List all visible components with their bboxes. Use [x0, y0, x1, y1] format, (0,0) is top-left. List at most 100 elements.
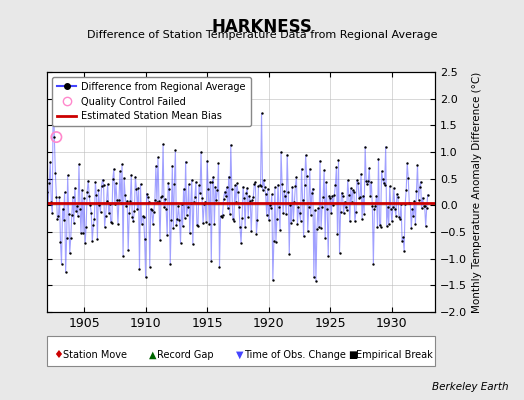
- Point: [296, 210, 304, 216]
- Point: [83, 189, 91, 195]
- Point: [164, 180, 172, 186]
- Point: [255, 182, 264, 188]
- Point: [194, 223, 202, 229]
- Point: [187, 200, 195, 206]
- Point: [76, 205, 84, 212]
- Point: [292, 174, 301, 180]
- Point: [211, 184, 220, 190]
- Point: [280, 188, 288, 195]
- Point: [225, 173, 233, 180]
- Point: [60, 189, 69, 196]
- Point: [248, 197, 257, 203]
- Point: [113, 197, 121, 203]
- Point: [402, 187, 410, 193]
- Point: [395, 214, 403, 220]
- Point: [108, 176, 117, 182]
- Point: [379, 180, 388, 186]
- Point: [261, 191, 270, 198]
- Point: [121, 192, 129, 198]
- Point: [272, 239, 280, 245]
- Text: ▼: ▼: [236, 350, 243, 360]
- Point: [337, 190, 346, 196]
- Point: [215, 264, 224, 270]
- Point: [90, 215, 99, 222]
- Point: [391, 206, 399, 212]
- Point: [217, 214, 226, 220]
- Point: [311, 207, 319, 214]
- Point: [367, 179, 376, 185]
- Point: [350, 188, 358, 195]
- Point: [294, 204, 303, 210]
- Point: [171, 147, 180, 154]
- Point: [199, 220, 208, 227]
- Point: [111, 201, 119, 208]
- Point: [212, 197, 221, 203]
- Point: [293, 221, 302, 227]
- Point: [45, 180, 53, 186]
- Point: [101, 224, 109, 230]
- Point: [216, 213, 225, 220]
- Point: [54, 213, 63, 220]
- Point: [225, 211, 234, 217]
- Point: [72, 207, 80, 214]
- Point: [190, 198, 198, 205]
- Point: [104, 181, 112, 187]
- Point: [380, 182, 389, 188]
- Point: [131, 174, 139, 180]
- Point: [368, 203, 377, 210]
- Point: [328, 192, 336, 199]
- Point: [163, 232, 171, 238]
- Point: [75, 161, 83, 168]
- Point: [254, 182, 263, 189]
- Point: [322, 179, 330, 185]
- Point: [366, 192, 375, 199]
- Point: [239, 184, 247, 190]
- Point: [299, 233, 308, 240]
- Point: [399, 234, 407, 240]
- Point: [207, 258, 215, 264]
- Point: [133, 206, 141, 212]
- Text: HARKNESS: HARKNESS: [212, 18, 312, 36]
- Point: [346, 185, 355, 191]
- Point: [353, 177, 361, 184]
- Point: [135, 266, 144, 272]
- Point: [297, 217, 305, 224]
- Point: [112, 180, 120, 186]
- Point: [281, 193, 289, 199]
- Point: [252, 230, 260, 237]
- Point: [224, 205, 232, 211]
- Point: [95, 202, 104, 208]
- Point: [319, 193, 328, 200]
- Point: [358, 216, 366, 222]
- Point: [326, 195, 334, 202]
- Point: [223, 184, 231, 190]
- Point: [390, 185, 398, 191]
- Point: [130, 208, 138, 214]
- Point: [84, 177, 92, 184]
- Point: [146, 264, 154, 270]
- Point: [388, 218, 396, 224]
- Point: [359, 193, 367, 199]
- Point: [44, 199, 52, 206]
- Point: [409, 212, 418, 219]
- Point: [389, 204, 397, 210]
- Point: [132, 186, 140, 192]
- Point: [398, 238, 406, 244]
- Point: [405, 200, 413, 206]
- Point: [301, 152, 310, 158]
- Point: [118, 161, 126, 168]
- Point: [273, 216, 281, 222]
- Point: [305, 166, 314, 172]
- Text: Station Move: Station Move: [63, 350, 127, 360]
- Point: [287, 220, 296, 226]
- Point: [312, 278, 320, 284]
- Point: [114, 220, 122, 227]
- Point: [387, 206, 395, 212]
- Point: [321, 235, 330, 241]
- Point: [213, 186, 222, 193]
- Point: [144, 194, 152, 200]
- Point: [352, 209, 360, 215]
- Point: [203, 158, 211, 164]
- Point: [168, 162, 177, 169]
- Point: [202, 219, 210, 225]
